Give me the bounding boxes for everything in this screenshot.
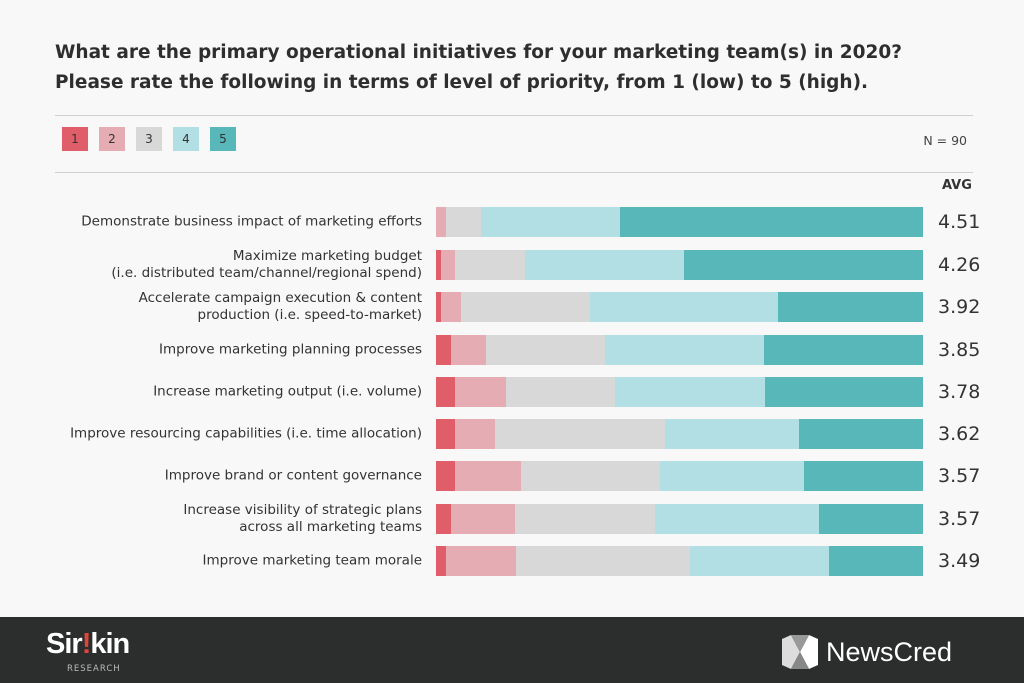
stacked-bar bbox=[436, 461, 923, 491]
newscred-mark-icon bbox=[782, 635, 818, 669]
chart-row: Demonstrate business impact of marketing… bbox=[0, 205, 1024, 239]
category-label: Maximize marketing budget (i.e. distribut… bbox=[111, 248, 422, 281]
legend-item-1: 1 bbox=[62, 127, 88, 151]
chart-row: Improve resourcing capabilities (i.e. ti… bbox=[0, 417, 1024, 451]
chart-row: Increase visibility of strategic plans ac… bbox=[0, 502, 1024, 536]
bar-segment-2 bbox=[446, 546, 516, 576]
sirkin-logo-sub: RESEARCH bbox=[67, 664, 121, 674]
bar-segment-1 bbox=[436, 250, 441, 280]
avg-value: 4.26 bbox=[938, 254, 981, 276]
footer: Sir!kin RESEARCH NewsCred bbox=[0, 617, 1024, 683]
bar-segment-5 bbox=[778, 292, 923, 322]
bar-segment-2 bbox=[455, 461, 521, 491]
sirkin-logo: Sir!kin bbox=[46, 628, 130, 660]
bar-segment-2 bbox=[451, 504, 516, 534]
stacked-bar bbox=[436, 250, 923, 280]
bar-segment-1 bbox=[436, 377, 456, 407]
bar-segment-3 bbox=[485, 335, 605, 365]
avg-header: AVG bbox=[942, 178, 972, 193]
category-label: Improve brand or content governance bbox=[164, 467, 422, 484]
bar-segment-1 bbox=[436, 292, 441, 322]
bar-segment-2 bbox=[440, 250, 455, 280]
bar-segment-2 bbox=[440, 292, 461, 322]
bar-segment-3 bbox=[520, 461, 660, 491]
bar-segment-4 bbox=[615, 377, 765, 407]
bar-segment-5 bbox=[804, 461, 923, 491]
chart-title: What are the primary operational initiat… bbox=[55, 38, 995, 98]
stacked-bar bbox=[436, 377, 923, 407]
bar-segment-1 bbox=[436, 546, 447, 576]
avg-value: 3.57 bbox=[938, 508, 981, 530]
category-label: Increase visibility of strategic plans ac… bbox=[183, 502, 422, 535]
bar-segment-2 bbox=[451, 335, 486, 365]
title-line-2: Please rate the following in terms of le… bbox=[55, 72, 869, 93]
bar-segment-2 bbox=[436, 207, 447, 237]
category-label: Demonstrate business impact of marketing… bbox=[81, 213, 422, 230]
bar-segment-3 bbox=[515, 546, 690, 576]
bar-segment-5 bbox=[799, 419, 923, 449]
bar-segment-2 bbox=[455, 377, 506, 407]
legend-item-4: 4 bbox=[173, 127, 199, 151]
chart-row: Improve marketing team morale 3.49 bbox=[0, 544, 1024, 578]
bar-segment-5 bbox=[828, 546, 923, 576]
bar-segment-4 bbox=[604, 335, 764, 365]
chart-row: Improve marketing planning processes 3.85 bbox=[0, 333, 1024, 367]
category-label: Improve marketing team morale bbox=[202, 552, 422, 569]
stacked-bar bbox=[436, 419, 923, 449]
bar-segment-5 bbox=[763, 335, 923, 365]
stacked-bar bbox=[436, 504, 923, 534]
legend-item-5: 5 bbox=[210, 127, 236, 151]
bar-segment-4 bbox=[664, 419, 800, 449]
legend-item-2: 2 bbox=[99, 127, 125, 151]
bar-segment-3 bbox=[460, 292, 590, 322]
category-label: Improve marketing planning processes bbox=[159, 341, 422, 358]
bar-segment-1 bbox=[436, 504, 452, 534]
chart-row: Improve brand or content governance 3.57 bbox=[0, 459, 1024, 493]
category-label: Increase marketing output (i.e. volume) bbox=[153, 383, 422, 400]
bar-segment-3 bbox=[446, 207, 481, 237]
stacked-bar bbox=[436, 292, 923, 322]
chart-row: Increase marketing output (i.e. volume) 3… bbox=[0, 375, 1024, 409]
bar-segment-4 bbox=[660, 461, 805, 491]
avg-value: 3.92 bbox=[938, 296, 981, 318]
bar-segment-5 bbox=[818, 504, 923, 534]
avg-value: 3.85 bbox=[938, 339, 981, 361]
stacked-bar bbox=[436, 546, 923, 576]
bar-segment-3 bbox=[515, 504, 655, 534]
legend-item-3: 3 bbox=[136, 127, 162, 151]
bar-segment-5 bbox=[620, 207, 923, 237]
title-line-1: What are the primary operational initiat… bbox=[55, 42, 903, 63]
stacked-bar bbox=[436, 335, 923, 365]
category-label: Improve resourcing capabilities (i.e. ti… bbox=[70, 425, 422, 442]
bar-segment-1 bbox=[436, 461, 456, 491]
bar-segment-5 bbox=[764, 377, 923, 407]
divider bbox=[55, 172, 973, 173]
bar-segment-1 bbox=[436, 419, 456, 449]
chart-row: Maximize marketing budget (i.e. distribut… bbox=[0, 248, 1024, 282]
bar-segment-4 bbox=[689, 546, 829, 576]
bar-segment-5 bbox=[684, 250, 923, 280]
avg-value: 3.57 bbox=[938, 465, 981, 487]
bar-segment-3 bbox=[495, 419, 665, 449]
avg-value: 3.62 bbox=[938, 423, 981, 445]
avg-value: 3.78 bbox=[938, 381, 981, 403]
bar-segment-3 bbox=[505, 377, 616, 407]
avg-value: 4.51 bbox=[938, 211, 981, 233]
divider bbox=[55, 115, 973, 116]
category-label: Accelerate campaign execution & content p… bbox=[138, 290, 422, 323]
stacked-bar bbox=[436, 207, 923, 237]
avg-value: 3.49 bbox=[938, 550, 981, 572]
bar-segment-2 bbox=[455, 419, 496, 449]
bar-segment-1 bbox=[436, 335, 452, 365]
bar-segment-3 bbox=[454, 250, 526, 280]
bar-segment-4 bbox=[654, 504, 819, 534]
bar-segment-4 bbox=[589, 292, 779, 322]
newscred-logo: NewsCred bbox=[782, 635, 952, 669]
bar-segment-4 bbox=[480, 207, 621, 237]
sample-size: N = 90 bbox=[923, 133, 967, 148]
bar-segment-4 bbox=[525, 250, 685, 280]
chart-row: Accelerate campaign execution & content p… bbox=[0, 290, 1024, 324]
